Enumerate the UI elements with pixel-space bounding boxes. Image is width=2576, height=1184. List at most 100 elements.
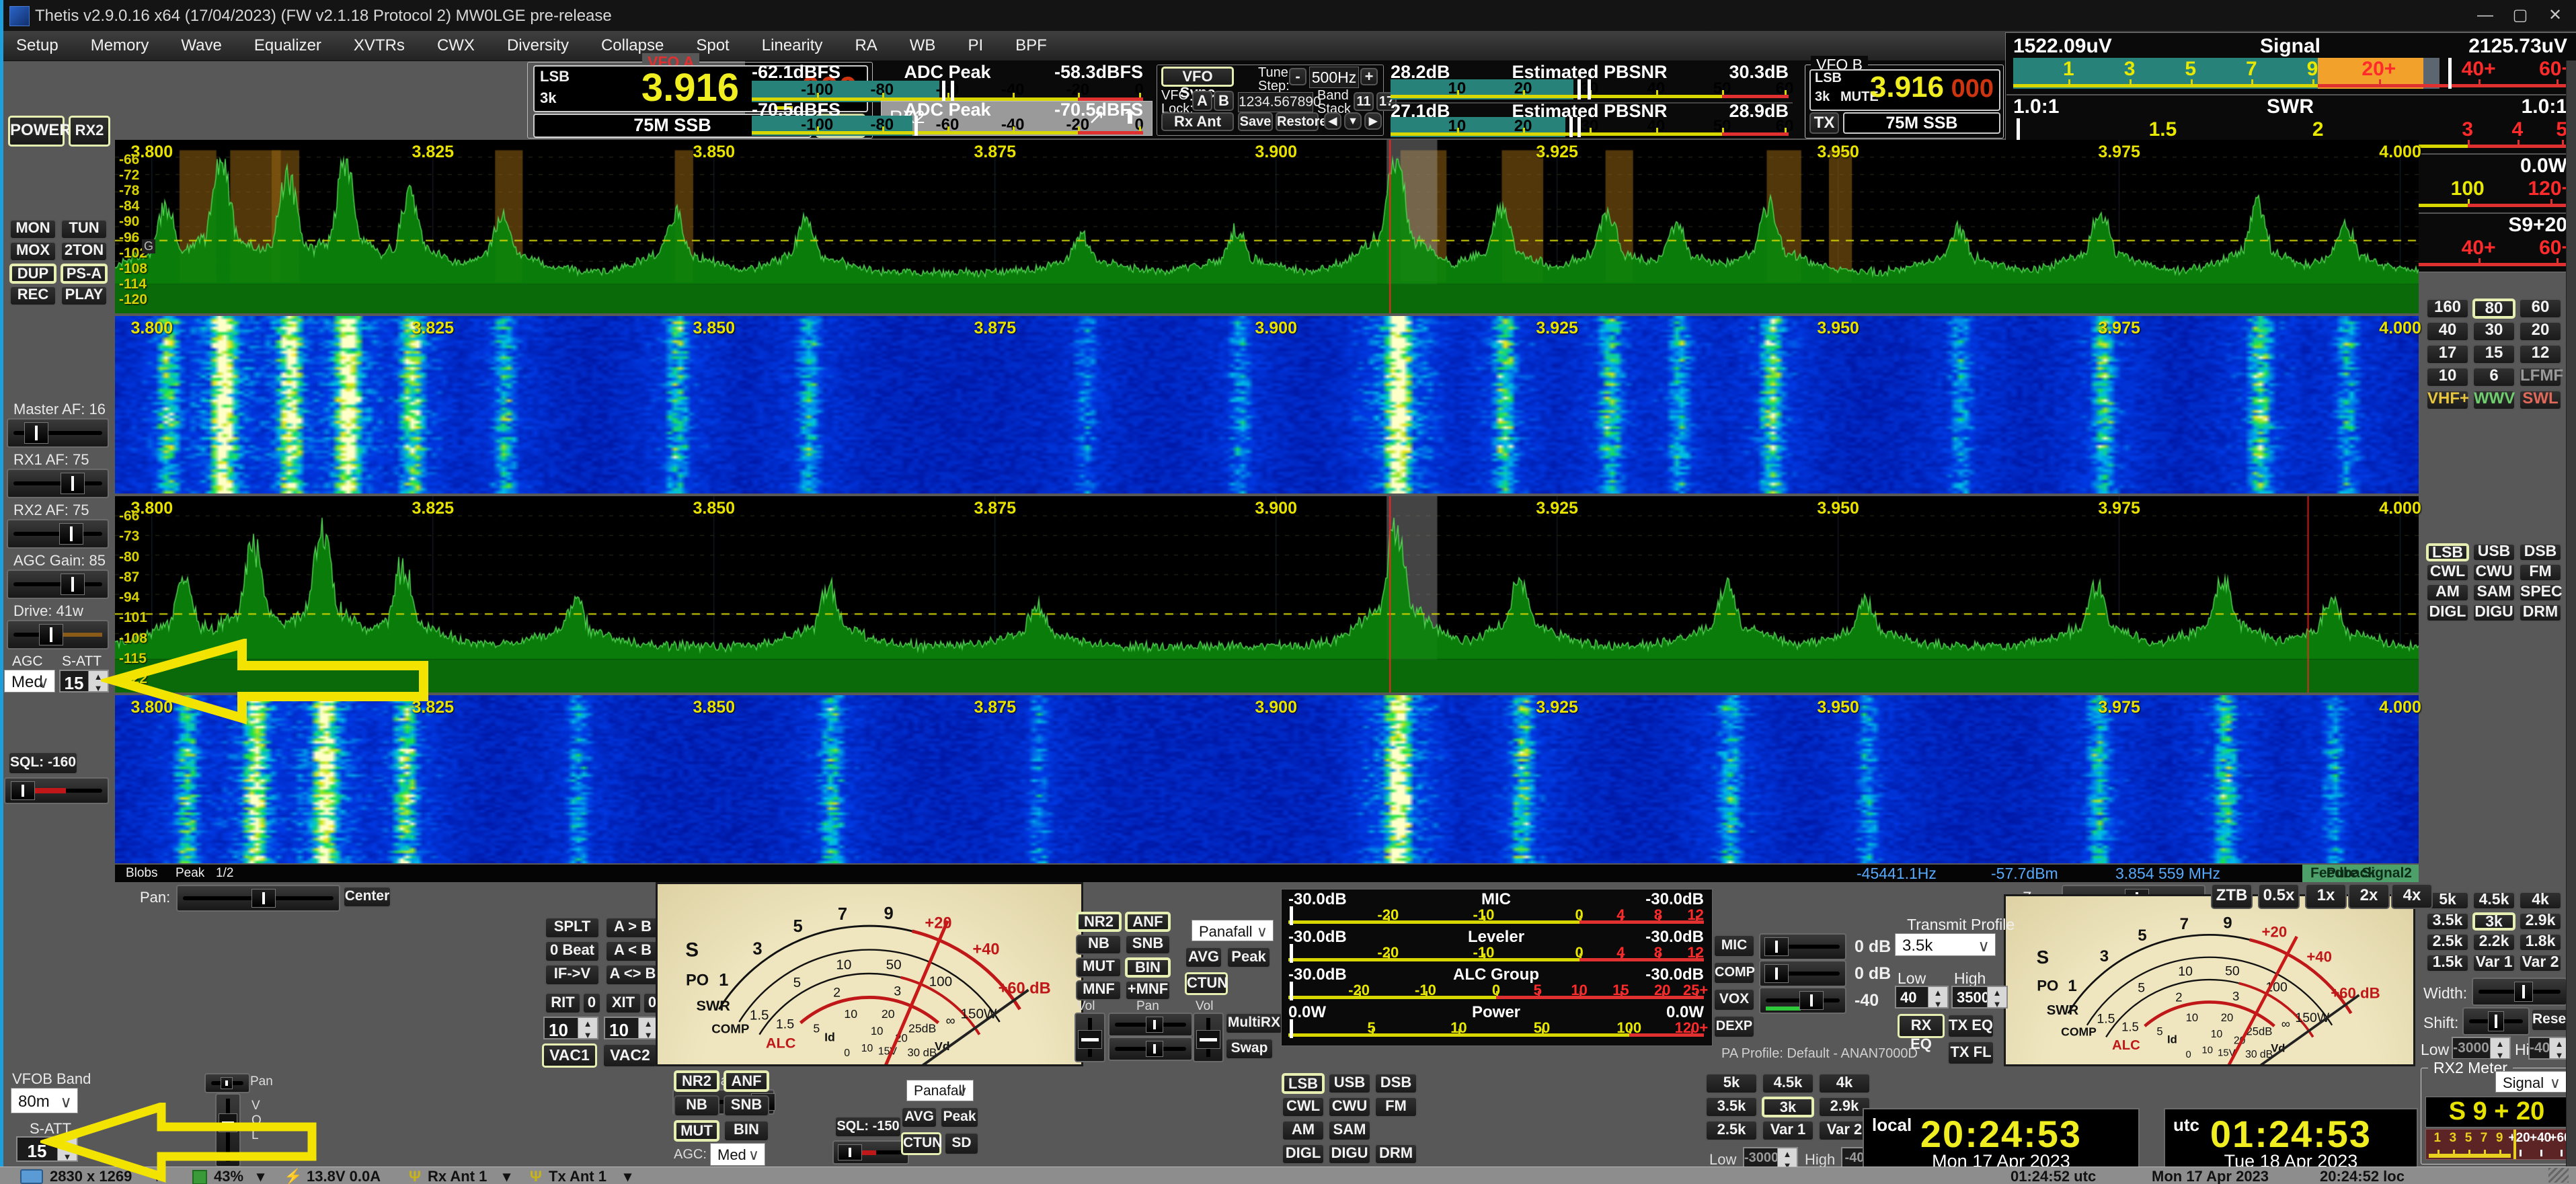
- step-minus-button[interactable]: -: [1289, 68, 1306, 85]
- btn-12[interactable]: 12: [2519, 344, 2562, 364]
- btn-2-9k[interactable]: 2.9k: [1818, 1097, 1871, 1117]
- menu-item-ra[interactable]: RA: [855, 36, 877, 54]
- tx-eq-button[interactable]: TX EQ: [1947, 1014, 1994, 1038]
- vfo-b-frequency[interactable]: 3.916: [1869, 71, 1944, 104]
- btn-splt[interactable]: SPLT: [545, 917, 600, 939]
- btn-1-5k[interactable]: 1.5k: [2426, 954, 2469, 972]
- btn-vhf-[interactable]: VHF+: [2426, 390, 2469, 410]
- btn-mut[interactable]: MUT: [674, 1120, 719, 1142]
- page-indicator[interactable]: 1/2: [216, 866, 234, 880]
- btn-usb[interactable]: USB: [2472, 543, 2515, 561]
- btn-snb[interactable]: SNB: [724, 1095, 769, 1117]
- btn-anf[interactable]: ANF: [724, 1070, 769, 1092]
- btn-if-v[interactable]: IF->V: [545, 964, 600, 986]
- menu-item-collapse[interactable]: Collapse: [600, 36, 664, 54]
- band-stack-2-button[interactable]: 17: [1376, 92, 1397, 111]
- btn-usb[interactable]: USB: [1328, 1073, 1371, 1094]
- rx2-panadapter[interactable]: 3.800 3.825 3.850 3.875 3.900 3.925 3.950 3.975…: [115, 496, 2421, 693]
- btn-cwu[interactable]: CWU: [2472, 563, 2515, 582]
- btn-cwl[interactable]: CWL: [2426, 563, 2469, 582]
- btn-dsb[interactable]: DSB: [1374, 1073, 1417, 1094]
- ctun-button-rx1[interactable]: CTUN: [901, 1132, 942, 1155]
- high-stepper[interactable]: -40 ▲ ▼: [2528, 1037, 2570, 1060]
- feedback-label[interactable]: Feedback: [2310, 865, 2376, 881]
- btn-cwu[interactable]: CWU: [1328, 1097, 1371, 1117]
- mini-pan-slider[interactable]: [204, 1073, 250, 1093]
- btn-2-5k[interactable]: 2.5k: [2426, 933, 2469, 951]
- btn-nb[interactable]: NB: [1076, 935, 1122, 955]
- slider-4[interactable]: [7, 620, 109, 649]
- btn-digl[interactable]: DIGL: [2426, 604, 2469, 622]
- resize-grip[interactable]: [2548, 1168, 2569, 1183]
- dexp-button[interactable]: DEXP: [1713, 1015, 1755, 1038]
- btn-digu[interactable]: DIGU: [2472, 604, 2515, 622]
- btn-lsb[interactable]: LSB: [2426, 543, 2469, 561]
- rx1-waterfall[interactable]: 3.800 3.825 3.850 3.875 3.900 3.925 3.950 3.975…: [115, 316, 2421, 494]
- menu-item-pi[interactable]: PI: [968, 36, 984, 54]
- agc2-select[interactable]: Med ∨: [710, 1143, 765, 1166]
- ctun-button-rx2[interactable]: CTUN: [1185, 972, 1228, 995]
- resolution-status[interactable]: 2830 x 1269: [50, 1168, 132, 1184]
- mini-vol-slider[interactable]: [215, 1093, 241, 1167]
- btn-40[interactable]: 40: [2426, 321, 2469, 342]
- btn-0-beat[interactable]: 0 Beat: [545, 941, 600, 962]
- btn-fm[interactable]: FM: [1374, 1097, 1417, 1117]
- btn-anf[interactable]: ANF: [1125, 912, 1171, 932]
- frequency-entry[interactable]: 1234.567890: [1238, 92, 1321, 112]
- btn-nr2[interactable]: NR2: [1076, 912, 1122, 932]
- btn-digu[interactable]: DIGU: [1328, 1144, 1371, 1165]
- slider-thumb[interactable]: [61, 473, 85, 494]
- menu-item-setup[interactable]: Setup: [16, 36, 58, 54]
- btn-sam[interactable]: SAM: [2472, 584, 2515, 602]
- rx2-meter-select[interactable]: Signal ∨: [2495, 1071, 2567, 1093]
- tx-fl-button[interactable]: TX FL: [1947, 1041, 1994, 1065]
- btn-dsb[interactable]: DSB: [2519, 543, 2562, 561]
- avg-button-rx1[interactable]: AVG: [901, 1107, 937, 1128]
- btn-var-1[interactable]: Var 1: [1762, 1120, 1814, 1141]
- slider-1[interactable]: [7, 469, 109, 498]
- slider-2[interactable]: [7, 519, 109, 549]
- popout-icon[interactable]: ↗: [1087, 106, 1105, 128]
- btn-spec[interactable]: SPEC: [2519, 584, 2563, 602]
- xit-button[interactable]: XIT: [605, 992, 641, 1014]
- zoom-2x-button[interactable]: 2x: [2348, 883, 2390, 909]
- btn-6[interactable]: 6: [2472, 367, 2515, 387]
- filters2-low-stepper[interactable]: -3000 ▲ ▼: [1743, 1147, 1798, 1171]
- vfo-sync-button[interactable]: VFO Sync: [1161, 67, 1234, 101]
- nudge-left-button[interactable]: ◀: [1324, 112, 1341, 130]
- vfo-b-frequency-sub[interactable]: 000: [1951, 75, 1994, 103]
- pan-slider[interactable]: [176, 885, 340, 912]
- zoom-ztb-button[interactable]: ZTB: [2211, 883, 2253, 909]
- btn-ps-a[interactable]: PS-A: [61, 264, 108, 284]
- btn-15[interactable]: 15: [2472, 344, 2515, 364]
- stepper-arrows-icon[interactable]: ▲▼: [57, 1138, 77, 1162]
- btn-3k[interactable]: 3k: [1762, 1097, 1814, 1117]
- chevron-down-icon[interactable]: ▾: [503, 1168, 511, 1184]
- btn-mox[interactable]: MOX: [9, 241, 56, 262]
- btn-nr2[interactable]: NR2: [674, 1070, 719, 1092]
- tx-high-stepper[interactable]: 3500 ▲ ▼: [1951, 986, 2008, 1009]
- pan-b-slider[interactable]: [1108, 1037, 1193, 1061]
- sql2-button[interactable]: SQL: -150: [834, 1116, 902, 1138]
- btn-4k[interactable]: 4k: [1818, 1073, 1871, 1094]
- peak-button-rx1[interactable]: Peak: [940, 1107, 979, 1128]
- vox-button[interactable]: VOX: [1713, 988, 1755, 1011]
- power-button[interactable]: POWER: [8, 116, 71, 147]
- vol2-slider[interactable]: [1193, 1013, 1224, 1062]
- btn-a-b[interactable]: A < B: [605, 941, 660, 962]
- btn-drm[interactable]: DRM: [1374, 1144, 1417, 1165]
- agc-select[interactable]: Med ∨: [4, 670, 55, 693]
- chevron-down-icon[interactable]: ▾: [257, 1168, 265, 1184]
- vol1-slider[interactable]: [1075, 1013, 1105, 1062]
- slider-thumb[interactable]: [61, 574, 85, 595]
- btn-4k[interactable]: 4k: [2519, 892, 2562, 910]
- rx-eq-button[interactable]: RX EQ: [1898, 1014, 1945, 1052]
- menu-item-xvtrs[interactable]: XVTRs: [353, 36, 405, 54]
- vfo-b-band-label[interactable]: 75M SSB: [1843, 112, 2000, 134]
- btn-2-5k[interactable]: 2.5k: [1705, 1120, 1758, 1141]
- btn-a-b[interactable]: A > B: [605, 917, 660, 939]
- vox-slider[interactable]: [1759, 987, 1846, 1014]
- zoom-1x-button[interactable]: 1x: [2305, 883, 2347, 909]
- multirx-button[interactable]: MultiRX: [1225, 1013, 1283, 1034]
- chevron-down-icon[interactable]: ▾: [624, 1168, 632, 1184]
